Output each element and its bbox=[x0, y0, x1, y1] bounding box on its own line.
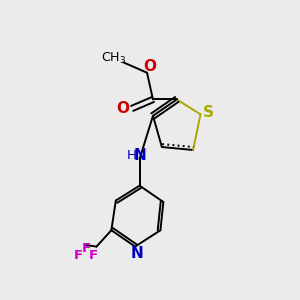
Text: F: F bbox=[82, 242, 91, 256]
Text: N: N bbox=[134, 148, 147, 164]
Text: F: F bbox=[74, 249, 83, 262]
Text: F: F bbox=[89, 249, 98, 262]
Text: O: O bbox=[143, 59, 157, 74]
Text: H: H bbox=[126, 149, 136, 162]
Text: S: S bbox=[203, 105, 214, 120]
Text: N: N bbox=[130, 246, 143, 261]
Text: CH$_3$: CH$_3$ bbox=[101, 51, 126, 66]
Text: O: O bbox=[117, 101, 130, 116]
